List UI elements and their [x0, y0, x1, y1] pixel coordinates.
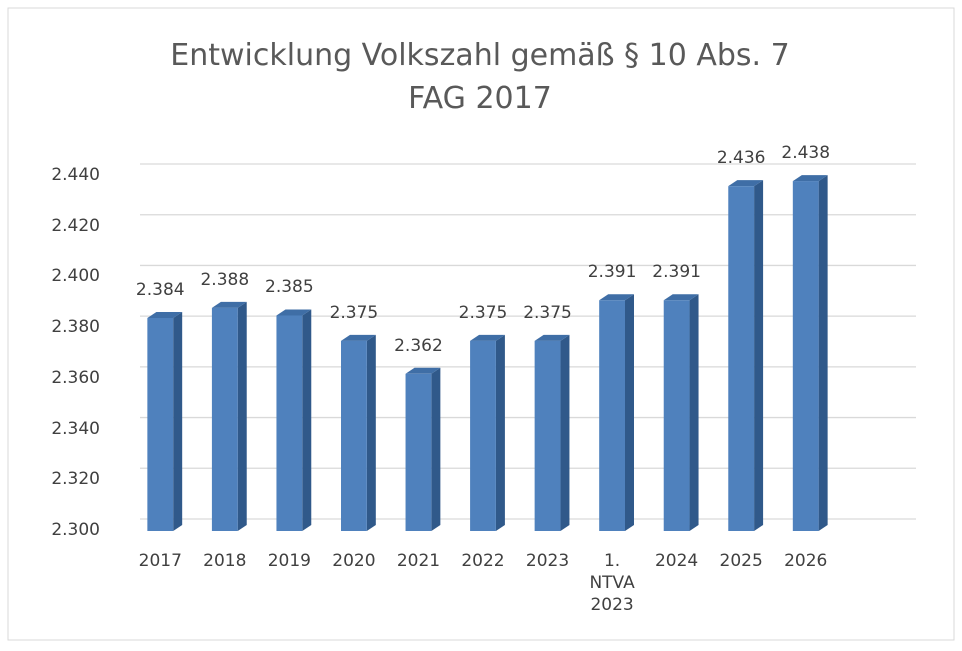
data-label: 2.375 [329, 302, 379, 323]
data-label: 2.362 [394, 335, 443, 356]
y-tick-label: 2.300 [51, 520, 100, 540]
data-label: 2.391 [587, 262, 637, 283]
bar [147, 318, 174, 531]
x-tick-label: 2020 [332, 551, 376, 571]
bar-top [599, 294, 634, 301]
bar [663, 300, 690, 531]
bar-side [431, 367, 441, 531]
bar-top [211, 301, 247, 308]
chart-border [7, 7, 955, 641]
y-tick-label: 2.440 [51, 165, 100, 185]
data-label: 2.391 [652, 262, 701, 283]
x-tick-label: 2021 [396, 551, 441, 571]
bar [405, 373, 432, 531]
y-tick-label: 2.420 [51, 215, 100, 236]
x-tick-label: 2023 [525, 551, 570, 571]
bar-side [560, 334, 570, 531]
x-tick-label: 2018 [203, 551, 247, 571]
bar-top [276, 309, 312, 316]
bar [728, 186, 755, 531]
data-label: 2.438 [781, 143, 831, 164]
bar-top [728, 180, 764, 187]
bar-side [754, 180, 764, 531]
bar-side [689, 294, 699, 531]
x-tick-label: 1. NTVA 2023 [589, 551, 635, 615]
data-label: 2.375 [523, 302, 572, 323]
bar-side [366, 334, 376, 531]
bar-top [405, 367, 441, 374]
bar-side [302, 309, 312, 531]
bar-top [470, 334, 505, 341]
y-tick-label: 2.400 [51, 266, 100, 287]
y-tick-label: 2.360 [51, 367, 100, 388]
y-tick-label: 2.320 [51, 469, 100, 490]
data-label: 2.375 [458, 302, 508, 323]
bar-top [147, 312, 183, 318]
chart-title: Entwicklung Volkszahl gemäß § 10 Abs. 7 … [170, 38, 790, 116]
bar [341, 340, 367, 531]
bar-side [173, 312, 183, 531]
bar-top [534, 334, 570, 341]
data-label: 2.385 [265, 277, 314, 298]
bar-top [792, 175, 828, 182]
bar [211, 307, 238, 531]
x-tick-label: 2017 [138, 551, 182, 571]
x-tick-label: 2025 [719, 551, 763, 571]
bar-side [625, 294, 634, 531]
bar-top [663, 294, 699, 301]
bar [470, 340, 496, 531]
x-tick-label: 2024 [654, 551, 699, 571]
y-tick-label: 2.340 [51, 418, 100, 439]
x-tick-label: 2022 [461, 551, 505, 571]
data-label: 2.384 [135, 280, 185, 300]
bar [599, 300, 625, 531]
bar [792, 181, 819, 532]
data-label: 2.436 [716, 148, 766, 169]
bar [534, 340, 561, 531]
bar-top [341, 334, 376, 341]
bar-side [818, 175, 828, 532]
bar-side [495, 334, 505, 531]
bar-side [237, 301, 247, 531]
data-label: 2.388 [200, 269, 250, 290]
x-tick-label: 2019 [267, 551, 311, 571]
y-tick-label: 2.380 [51, 317, 100, 338]
x-tick-label: 2026 [784, 551, 828, 571]
bar [276, 315, 303, 531]
